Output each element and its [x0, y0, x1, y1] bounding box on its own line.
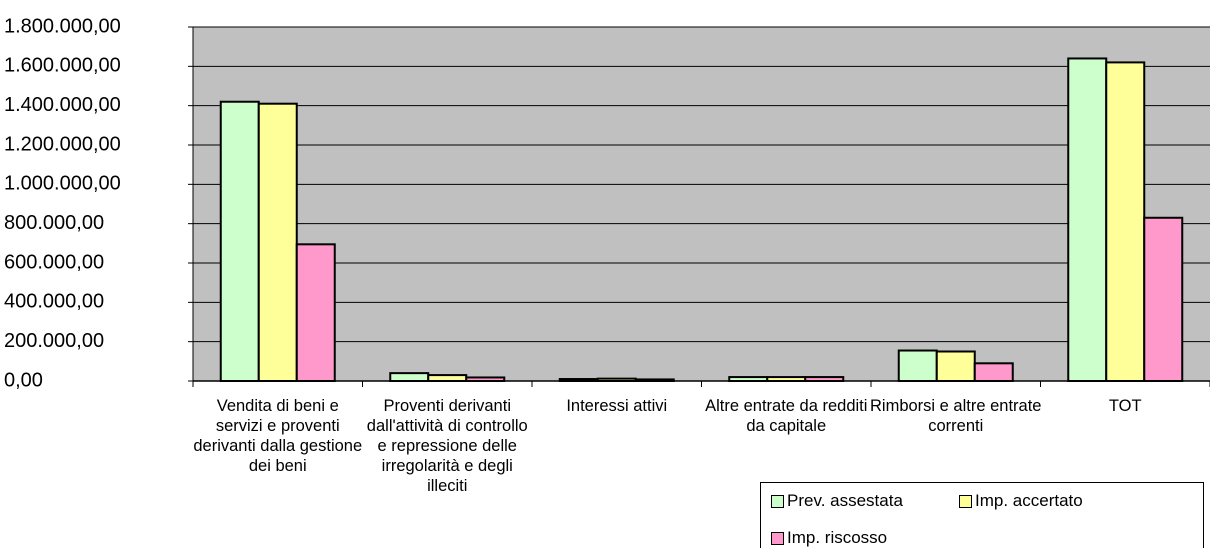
bar — [1143, 216, 1184, 382]
bar — [1067, 57, 1108, 382]
legend: Prev. assestata Imp. accertato Imp. riscos… — [760, 482, 1204, 548]
bar — [389, 372, 430, 382]
x-tick-label: TOT — [1108, 397, 1142, 415]
y-tick-label: 1.800.000,00 — [4, 15, 121, 37]
bar — [219, 100, 260, 382]
legend-swatch — [771, 531, 784, 545]
legend-item: Imp. accertato — [959, 491, 1083, 511]
legend-label: Imp. accertato — [975, 491, 1083, 510]
legend-label: Prev. assestata — [787, 491, 903, 510]
x-tick-label: Proventi derivanti dall'attività di cont… — [366, 397, 528, 495]
bar — [1105, 61, 1146, 383]
bar — [295, 243, 336, 382]
bar — [257, 102, 298, 382]
y-tick-label: 1.200.000,00 — [4, 133, 121, 155]
bar — [897, 349, 938, 382]
legend-swatch — [959, 494, 972, 508]
legend-item: Imp. riscosso — [771, 528, 887, 548]
legend-label: Imp. riscosso — [787, 528, 888, 547]
y-tick-label: 0,00 — [4, 369, 43, 391]
bar — [427, 374, 468, 383]
y-tick-label: 200.000,00 — [4, 330, 104, 352]
bar — [973, 362, 1014, 382]
x-tick-label: Rimborsi e altre entrate correnti — [870, 397, 1042, 435]
y-tick-label: 400.000,00 — [4, 291, 104, 313]
x-tick-label: Altre entrate da redditi da capitale — [705, 397, 868, 435]
legend-swatch — [771, 494, 784, 508]
y-tick-label: 1.400.000,00 — [4, 94, 121, 116]
bar — [935, 350, 976, 382]
legend-item: Prev. assestata — [771, 491, 903, 511]
y-tick-label: 1.000.000,00 — [4, 173, 121, 195]
y-tick-label: 1.600.000,00 — [4, 55, 121, 77]
x-tick-label: Vendita di beni e servizi e proventi der… — [193, 397, 363, 475]
y-tick-label: 600.000,00 — [4, 251, 104, 273]
plot-area — [193, 27, 1210, 381]
y-tick-label: 800.000,00 — [4, 212, 104, 234]
x-tick-label: Interessi attivi — [566, 397, 668, 415]
